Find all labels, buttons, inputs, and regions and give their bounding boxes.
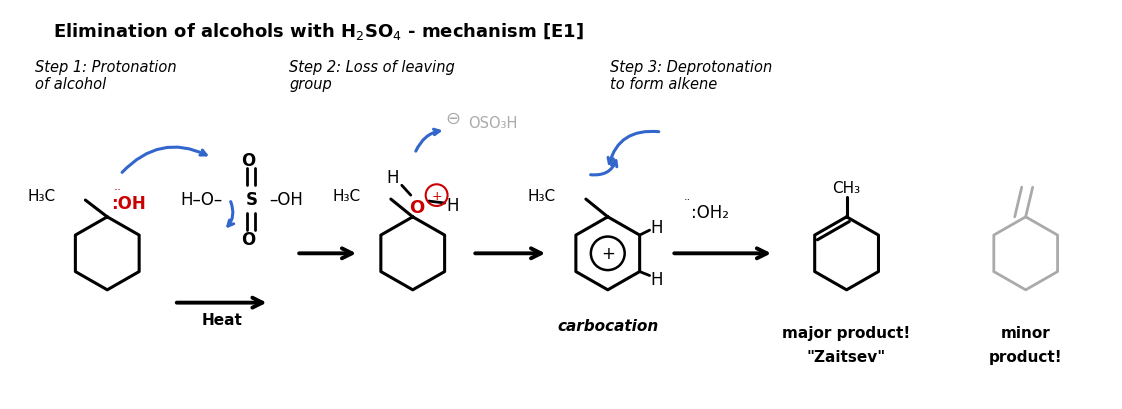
Text: CH₃: CH₃ (833, 181, 861, 196)
Text: Step 1: Protonation
of alcohol: Step 1: Protonation of alcohol (35, 60, 176, 92)
Text: "Zaitsev": "Zaitsev" (807, 349, 886, 364)
Text: ··: ·· (683, 195, 691, 204)
Text: minor: minor (1001, 326, 1050, 341)
Text: H: H (387, 169, 399, 187)
Text: O: O (241, 151, 256, 169)
Text: –OH: –OH (269, 191, 303, 209)
Text: Heat: Heat (201, 312, 242, 327)
Text: :OH: :OH (111, 195, 146, 213)
Text: product!: product! (988, 349, 1063, 364)
Text: ⊖: ⊖ (445, 110, 460, 128)
Text: O: O (410, 198, 424, 216)
Text: :OH₂: :OH₂ (691, 203, 729, 221)
Text: carbocation: carbocation (558, 318, 659, 333)
Text: H₃C: H₃C (333, 188, 361, 203)
Text: ··: ·· (113, 183, 121, 196)
Text: H₃C: H₃C (27, 188, 55, 203)
Text: H₃C: H₃C (527, 188, 557, 203)
Text: H: H (651, 271, 663, 289)
Text: H–O–: H–O– (180, 191, 222, 209)
Text: Step 2: Loss of leaving
group: Step 2: Loss of leaving group (289, 60, 456, 92)
Text: S: S (246, 191, 258, 209)
Text: OSO₃H: OSO₃H (469, 115, 518, 130)
Text: H: H (651, 219, 663, 236)
Text: O: O (241, 230, 256, 248)
Text: Elimination of alcohols with H$_2$SO$_4$ - mechanism [E1]: Elimination of alcohols with H$_2$SO$_4$… (53, 20, 583, 41)
Text: +: + (431, 189, 442, 202)
Text: Step 3: Deprotonation
to form alkene: Step 3: Deprotonation to form alkene (609, 60, 772, 92)
Text: major product!: major product! (782, 326, 911, 341)
Text: H: H (447, 196, 459, 214)
Text: +: + (600, 245, 615, 263)
